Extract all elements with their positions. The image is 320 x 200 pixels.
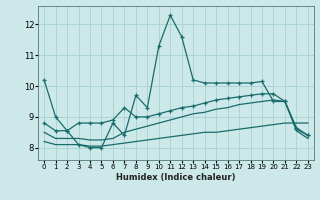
X-axis label: Humidex (Indice chaleur): Humidex (Indice chaleur) — [116, 173, 236, 182]
